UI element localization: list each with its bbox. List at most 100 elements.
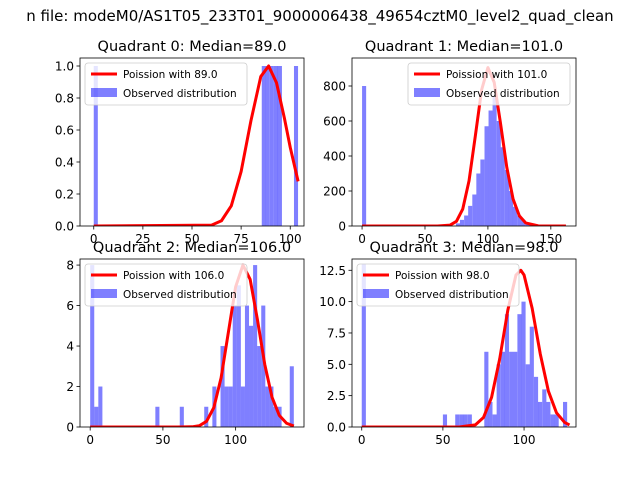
- y-tick-label: 0.2: [55, 188, 74, 202]
- x-tick-label: 75: [233, 232, 248, 246]
- y-tick-label: 5.0: [327, 358, 346, 372]
- hist-bar: [480, 159, 485, 226]
- hist-bar: [249, 325, 254, 427]
- hist-bar: [517, 314, 522, 427]
- hist-bar: [513, 351, 518, 427]
- x-tick-label: 100: [224, 433, 247, 447]
- subplot-quadrant-2: 0 50 100 0 2 4 6 8 Quadrant 2: Median=106.0 Poiss…: [66, 240, 305, 447]
- hist-bar: [261, 305, 266, 427]
- x-tick-label: 0: [90, 232, 98, 246]
- hist-bar: [464, 215, 469, 226]
- hist-bar: [533, 376, 539, 427]
- subplot-quadrant-0: 0 25 50 75 100 0.0 0.2 0.4 0.6 0.8 1.0 Quadrant 0: …: [55, 39, 305, 246]
- subplot-title: Quadrant 1: Median=101.0: [365, 39, 563, 55]
- hist-bar: [472, 194, 477, 226]
- hist-bar: [224, 386, 229, 427]
- y-tick-label: 2.5: [327, 389, 346, 403]
- legend-label-observed: Observed distribution: [123, 88, 237, 100]
- hist-bar: [90, 265, 95, 427]
- y-tick-label: 600: [323, 115, 346, 129]
- y-tick-label: 10.0: [319, 295, 346, 309]
- legend-patch-swatch: [91, 289, 117, 298]
- subplot-title: Quadrant 3: Median=98.0: [370, 240, 559, 256]
- y-tick-label: 0: [338, 220, 346, 234]
- axes-frame: [351, 57, 577, 227]
- y-tick-label: 0.6: [55, 124, 74, 138]
- x-tick-label: 150: [539, 232, 562, 246]
- hist-bar: [488, 401, 493, 427]
- hist-bar: [455, 223, 461, 226]
- hist-bar: [484, 351, 489, 427]
- x-tick-label: 0: [86, 433, 94, 447]
- hist-bar: [542, 389, 547, 427]
- hist-bar: [512, 206, 518, 226]
- hist-bar: [496, 364, 501, 427]
- hist-bar: [476, 173, 481, 226]
- poisson-line: [93, 64, 300, 226]
- y-tick-label: 6: [66, 299, 74, 313]
- y-tick-label: 0: [66, 421, 74, 435]
- hist-bar: [546, 401, 551, 427]
- plot-area: [90, 263, 295, 427]
- hist-bar: [257, 346, 262, 427]
- hist-bar: [179, 406, 184, 427]
- hist-bar: [529, 326, 534, 427]
- y-tick-label: 0.0: [327, 421, 346, 435]
- x-tick-label: 0: [358, 433, 366, 447]
- hist-bar: [232, 305, 237, 427]
- hist-bar: [459, 219, 465, 226]
- axes-frame: [351, 258, 577, 428]
- y-tick-label: 8: [66, 259, 74, 273]
- subplot-title: Quadrant 0: Median=89.0: [98, 39, 287, 55]
- legend-patch-swatch: [91, 88, 117, 97]
- legend-label-poisson: Poission with 89.0: [123, 69, 218, 81]
- figure-title: n file: modeM0/AS1T05_233T01_9000006438_…: [26, 7, 613, 26]
- subplot-grid: 0 25 50 75 100 0.0 0.2 0.4 0.6 0.8 1.0 Quadrant 0: …: [55, 39, 577, 447]
- hist-bar: [277, 66, 282, 226]
- subplot-quadrant-3: 0 50 100 0.0 2.5 5.0 7.5 10.0 12.5 Quadrant 3: Me…: [319, 240, 577, 447]
- axes-frame: [79, 258, 305, 428]
- hist-bar: [273, 66, 279, 226]
- y-tick-label: 0.0: [55, 220, 74, 234]
- hist-bar: [521, 219, 526, 226]
- hist-bar: [455, 414, 460, 427]
- y-tick-label: 0.8: [55, 92, 74, 106]
- hist-bar: [492, 414, 497, 427]
- hist-bar: [509, 351, 514, 427]
- hist-bar: [504, 314, 510, 427]
- hist-bar: [496, 121, 501, 226]
- y-tick-label: 400: [323, 150, 346, 164]
- hist-bar: [261, 66, 266, 226]
- hist-bar: [521, 301, 526, 427]
- legend-label-poisson: Poission with 101.0: [446, 69, 547, 81]
- hist-bar: [492, 96, 497, 226]
- y-tick-label: 7.5: [327, 326, 346, 340]
- legend-label-observed: Observed distribution: [395, 289, 509, 301]
- hist-bar: [563, 401, 568, 427]
- hist-bar: [204, 406, 209, 427]
- hist-bar: [484, 126, 489, 226]
- x-tick-label: 50: [184, 232, 199, 246]
- hist-bar: [488, 110, 493, 226]
- legend-box: [84, 263, 248, 307]
- x-tick-label: 100: [513, 433, 536, 447]
- legend-patch-swatch: [414, 88, 440, 97]
- hist-bar: [504, 170, 509, 226]
- y-tick-label: 0.4: [55, 156, 74, 170]
- hist-bar: [253, 265, 258, 427]
- legend-box: [84, 62, 248, 106]
- plot-area: [93, 64, 300, 226]
- hist-bar: [500, 351, 505, 427]
- hist-bar: [362, 86, 367, 226]
- hist-bar: [236, 285, 241, 427]
- hist-bar: [525, 364, 530, 427]
- legend-box: [356, 263, 520, 307]
- hist-bar: [467, 414, 472, 427]
- legend-label-observed: Observed distribution: [446, 88, 560, 100]
- hist-bar: [289, 366, 294, 427]
- hist-bar: [273, 406, 278, 427]
- hist-bar: [550, 414, 555, 427]
- hist-bar: [94, 406, 99, 427]
- hist-bar: [265, 66, 270, 226]
- hist-bar: [220, 346, 225, 427]
